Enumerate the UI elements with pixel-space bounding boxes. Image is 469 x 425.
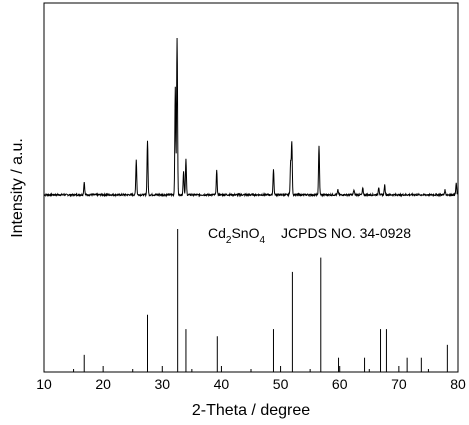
x-tick-label: 80 [450,376,466,392]
measured-pattern-line [43,37,459,198]
x-tick-label: 30 [154,376,170,392]
x-axis-title: 2-Theta / degree [192,402,310,419]
x-axis-ticks [43,366,459,372]
x-axis-tick-labels: 10 20 30 40 50 60 70 80 [36,376,466,392]
x-tick-label: 70 [391,376,407,392]
measured-pattern [43,37,459,198]
reference-card: JCPDS NO. 34-0928 [281,225,411,241]
x-tick-label: 50 [273,376,289,392]
formula-sub-2: 2 [226,235,232,246]
formula-sub-4: 4 [259,235,265,246]
x-tick-label: 10 [36,376,52,392]
formula-sno: SnO [231,225,259,241]
x-tick-label: 40 [214,376,230,392]
x-tick-label: 60 [332,376,348,392]
formula-cd: Cd [208,225,226,241]
plot-frame [43,2,459,373]
reference-pattern [83,229,448,372]
y-axis-title: Intensity / a.u. [9,138,26,238]
x-tick-label: 20 [95,376,111,392]
reference-label: Cd2SnO4 JCPDS NO. 34-0928 [208,225,411,246]
